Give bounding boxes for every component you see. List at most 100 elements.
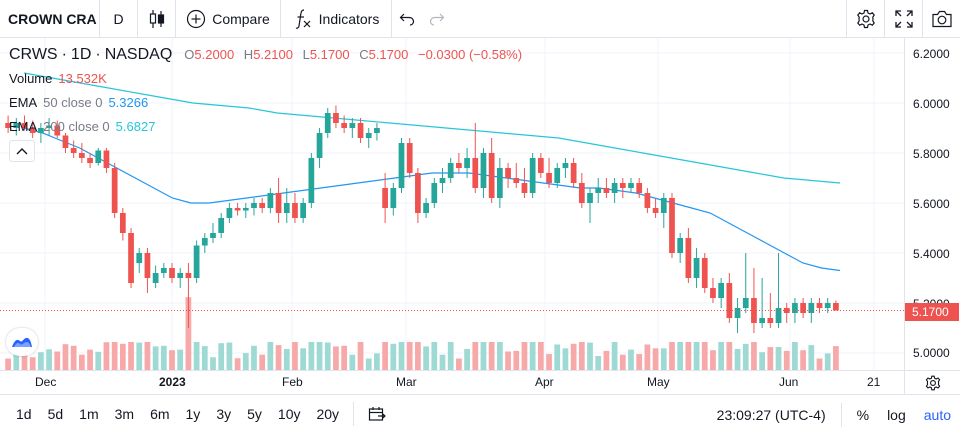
- price-chart[interactable]: [0, 38, 904, 370]
- volume-bar: [521, 342, 528, 370]
- range-3y-button[interactable]: 3y: [216, 406, 232, 422]
- percent-scale-toggle[interactable]: %: [856, 406, 870, 423]
- redo-icon[interactable]: [429, 12, 445, 26]
- clock[interactable]: 23:09:27 (UTC-4): [716, 406, 826, 423]
- volume-bar: [554, 344, 561, 370]
- candle-body: [611, 183, 618, 193]
- candle-body: [333, 113, 339, 123]
- volume-bar: [660, 348, 667, 370]
- candle-body: [824, 303, 831, 308]
- time-tick: Feb: [282, 375, 303, 389]
- candle-body: [316, 133, 323, 158]
- ema50-params: 50 close 0: [43, 94, 103, 110]
- range-1d-button[interactable]: 1d: [16, 406, 32, 422]
- candle-body: [570, 163, 577, 183]
- volume-bar: [464, 348, 470, 370]
- range-5y-button[interactable]: 5y: [247, 406, 262, 422]
- auto-scale-toggle[interactable]: auto: [923, 406, 951, 423]
- range-1m-button[interactable]: 1m: [79, 406, 99, 422]
- volume-bar: [415, 342, 421, 370]
- candle-body: [521, 183, 528, 193]
- candle-body: [324, 113, 331, 133]
- volume-bar: [349, 354, 356, 370]
- go-to-date-button[interactable]: [360, 395, 394, 433]
- toolbar-right-group: [846, 0, 960, 38]
- candle-body: [95, 150, 102, 163]
- volume-legend[interactable]: Volume 13.532K: [9, 66, 528, 90]
- series-legend[interactable]: CRWS · 1D · NASDAQ O5.2000 H5.2100 L5.17…: [9, 46, 528, 66]
- volume-bar: [365, 358, 372, 370]
- undo-redo-group: [392, 0, 452, 38]
- candle-body: [833, 303, 839, 311]
- compare-button[interactable]: Compare: [176, 0, 281, 38]
- snapshot-button[interactable]: [922, 0, 960, 38]
- volume-bar: [431, 342, 438, 370]
- candle-body: [62, 135, 69, 148]
- candle-body: [169, 268, 175, 278]
- volume-bar: [488, 342, 495, 370]
- time-tick-year: 2023: [159, 375, 186, 389]
- indicators-button[interactable]: Indicators: [281, 0, 392, 38]
- candle-body: [193, 245, 200, 278]
- candle-body: [742, 298, 749, 308]
- range-1y-button[interactable]: 1y: [185, 406, 201, 422]
- volume-bar: [808, 345, 815, 370]
- volume-bar: [128, 342, 134, 370]
- candle-body: [439, 178, 446, 183]
- fullscreen-button[interactable]: [884, 0, 922, 38]
- settings-button[interactable]: [846, 0, 884, 38]
- volume-bar: [152, 346, 159, 370]
- ema50-value: 5.3266: [108, 94, 149, 110]
- interval-button[interactable]: D: [100, 0, 138, 38]
- range-5d-button[interactable]: 5d: [47, 406, 64, 422]
- range-10y-button[interactable]: 10y: [277, 406, 301, 422]
- candle-body: [119, 213, 126, 233]
- volume-bar: [751, 342, 757, 370]
- log-scale-toggle[interactable]: log: [887, 406, 906, 423]
- legend-collapse-button[interactable]: [9, 140, 35, 162]
- plus-circle-icon: [187, 9, 206, 28]
- volume-bar: [472, 342, 479, 370]
- volume-bar: [169, 350, 175, 370]
- volume-bar: [144, 342, 151, 370]
- ema50-legend[interactable]: EMA 50 close 0 5.3266: [9, 90, 528, 114]
- symbol-search-button[interactable]: CROWN CRA: [0, 0, 100, 38]
- chart-settings-button[interactable]: [904, 370, 960, 394]
- price-tick: 5.0000: [913, 346, 950, 360]
- volume-bar: [193, 342, 200, 370]
- volume-bar: [546, 354, 552, 370]
- candle-body: [398, 143, 405, 188]
- candle-body: [480, 153, 487, 188]
- candle-body: [128, 233, 134, 283]
- candle-body: [210, 233, 216, 238]
- volume-bar: [800, 350, 806, 370]
- time-axis[interactable]: Dec 2023 Feb Mar Apr May Jun 21: [0, 370, 904, 394]
- ema200-params: 200 close 0: [43, 118, 110, 134]
- volume-bar: [78, 354, 85, 370]
- candle-body: [144, 253, 151, 278]
- undo-icon[interactable]: [399, 12, 415, 26]
- candle-body: [415, 173, 421, 213]
- high-label: H: [243, 47, 254, 62]
- candle-body: [775, 308, 782, 323]
- tradingview-logo[interactable]: [6, 328, 38, 356]
- range-6m-button[interactable]: 6m: [150, 406, 170, 422]
- range-3m-button[interactable]: 3m: [114, 406, 135, 422]
- candle-body: [349, 123, 356, 128]
- chart-canvas[interactable]: [0, 38, 904, 370]
- candle-body: [283, 203, 290, 213]
- volume-bar: [644, 344, 651, 370]
- volume-bar: [562, 348, 569, 370]
- price-tick: 5.8000: [913, 147, 950, 161]
- volume-bar: [103, 342, 110, 370]
- range-20y-button[interactable]: 20y: [316, 406, 340, 422]
- ema200-legend[interactable]: EMA 200 close 0 5.6827: [9, 114, 528, 138]
- time-tick: Mar: [396, 375, 417, 389]
- candle-body: [628, 183, 634, 188]
- symbol-label: CROWN CRA: [8, 10, 97, 27]
- volume-bar: [308, 342, 315, 370]
- volume-bar: [341, 345, 348, 370]
- chart-type-button[interactable]: [138, 0, 176, 38]
- volume-bar: [13, 353, 20, 370]
- candles-icon: [149, 9, 164, 28]
